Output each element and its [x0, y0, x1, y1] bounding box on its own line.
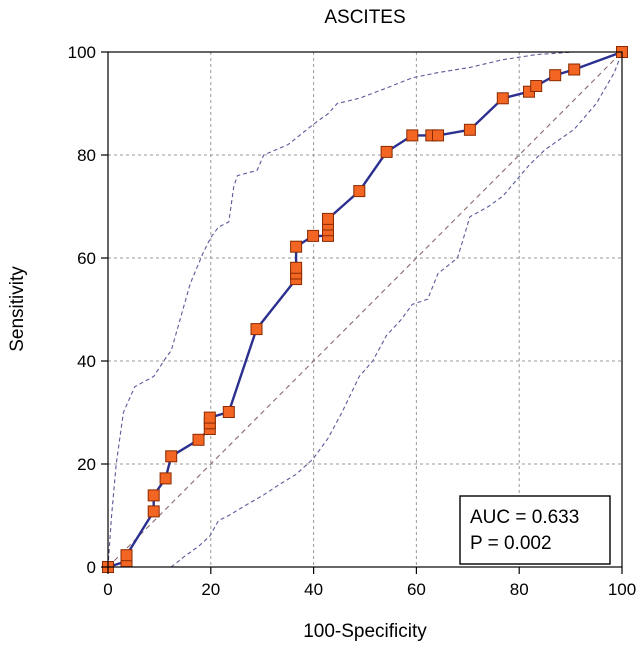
x-tick-label-0: 0 — [103, 580, 112, 599]
roc-point-7 — [192, 433, 205, 446]
roc-point-21 — [322, 212, 334, 225]
roc-point-17 — [307, 229, 320, 242]
y-axis-label: Sensitivity — [7, 266, 28, 352]
p-value-text: P = 0.002 — [470, 533, 552, 554]
roc-point-5 — [159, 472, 172, 485]
stats-box — [459, 495, 611, 565]
x-tick-label-60: 60 — [407, 580, 426, 599]
auc-text: AUC = 0.633 — [470, 507, 579, 528]
roc-point-3 — [147, 505, 160, 518]
y-tick-label-80: 80 — [77, 146, 96, 165]
roc-point-22 — [353, 185, 366, 198]
roc-point-6 — [165, 450, 178, 463]
ci-lower-bound — [108, 51, 623, 568]
roc-point-28 — [496, 92, 509, 105]
roc-point-24 — [406, 129, 419, 142]
reference-diagonal — [107, 51, 623, 568]
roc-point-12 — [250, 323, 263, 336]
roc-point-10 — [203, 411, 216, 424]
x-tick-label-20: 20 — [201, 580, 220, 599]
stats-annotation: AUC = 0.633 P = 0.002 — [459, 495, 611, 565]
roc-point-11 — [222, 406, 235, 418]
chart-title: ASCITES — [324, 7, 405, 28]
plot-frame — [107, 51, 623, 568]
ci-upper-bound — [107, 51, 622, 568]
roc-curve — [107, 50, 623, 569]
roc-point-2 — [120, 549, 133, 562]
roc-point-23 — [380, 145, 393, 158]
tick-layer: 0 20 40 60 80 100 0 20 40 60 80 100 — [68, 43, 637, 599]
roc-point-30 — [530, 80, 543, 92]
y-tick-label-0: 0 — [87, 558, 96, 577]
roc-point-4 — [147, 489, 160, 502]
roc-point-27 — [463, 123, 476, 136]
x-axis-label: 100-Specificity — [303, 621, 427, 642]
roc-point-31 — [549, 69, 562, 82]
roc-point-32 — [568, 63, 581, 76]
confidence-interval-layer — [107, 51, 623, 568]
roc-point-16 — [290, 240, 303, 253]
y-tick-label-100: 100 — [68, 43, 96, 62]
y-tick-label-60: 60 — [77, 249, 96, 268]
roc-point-15 — [290, 261, 303, 274]
x-tick-label-40: 40 — [304, 580, 323, 599]
x-tick-label-100: 100 — [608, 580, 636, 599]
y-tick-label-20: 20 — [77, 455, 96, 474]
y-tick-label-40: 40 — [77, 352, 96, 371]
marker-layer — [102, 46, 628, 573]
roc-point-26 — [432, 129, 444, 142]
x-tick-label-80: 80 — [510, 580, 529, 599]
roc-curve-layer — [107, 50, 623, 569]
